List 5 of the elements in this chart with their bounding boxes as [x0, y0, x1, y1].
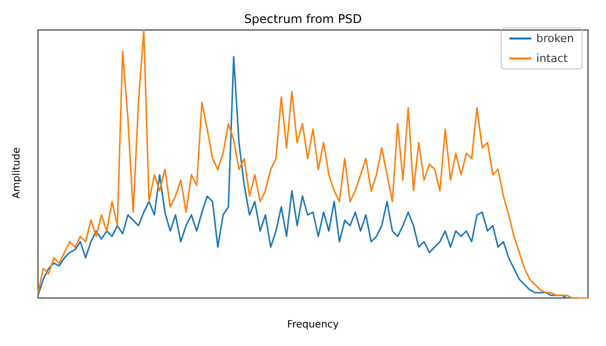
- x-axis-title: Frequency: [287, 320, 339, 330]
- legend-label: intact: [536, 52, 568, 65]
- chart-title: Spectrum from PSD: [244, 12, 362, 26]
- y-axis-title: Amplitude: [12, 147, 22, 199]
- legend-label: broken: [536, 32, 574, 45]
